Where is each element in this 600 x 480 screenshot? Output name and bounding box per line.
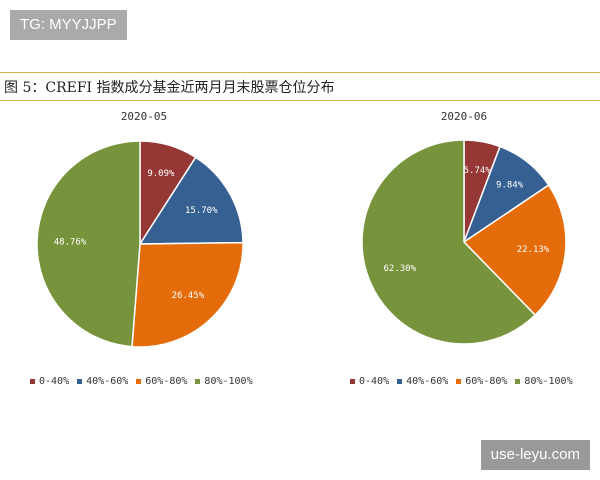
chart-title-2: 2020-06 (440, 110, 488, 123)
legend2-item-0: 0-40% (350, 376, 389, 387)
legend-swatch (350, 378, 355, 384)
pie2-label-1: 9.84% (496, 180, 524, 190)
legend-label: 80%-100% (524, 376, 573, 387)
figure-title: 图 5：CREFI 指数成分基金近两月月末股票仓位分布 (4, 80, 335, 96)
legend2-item-2: 60%-80% (456, 376, 507, 387)
chart-title-1: 2020-05 (120, 110, 168, 123)
title-rule-top (0, 72, 600, 73)
legend-label: 60%-80% (145, 376, 188, 387)
pie1-label-1: 15.70% (185, 206, 218, 216)
legend-swatch (195, 378, 201, 384)
legend-label: 0-40% (359, 376, 390, 387)
pie1-label-0: 9.09% (147, 169, 175, 179)
pie2-label-3: 62.30% (383, 264, 416, 274)
pie1-label-3: 48.76% (54, 237, 87, 247)
legend-swatch (136, 378, 142, 384)
legend-swatch (456, 378, 462, 384)
title-rule-bottom (0, 100, 600, 101)
legend2-item-1: 40%-60% (397, 376, 448, 387)
pie2-slice-3 (361, 139, 537, 345)
watermark-bottom: use-leyu.com (480, 440, 590, 470)
legend2-item-3: 80%-100% (515, 376, 573, 387)
pie1-slice-3 (36, 140, 141, 348)
legend-label: 40%-60% (406, 376, 449, 387)
legend-label: 40%-60% (86, 376, 129, 387)
legend-label: 60%-80% (465, 376, 508, 387)
legend1-item-2: 60%-80% (136, 376, 187, 387)
legend1-item-3: 80%-100% (195, 376, 253, 387)
legend-label: 80%-100% (204, 376, 253, 387)
legend-swatch (77, 378, 83, 384)
legend-chart-1: 0-40% 40%-60% 60%-80% 80%-100% (30, 376, 261, 392)
pie2-label-2: 22.13% (517, 245, 550, 255)
legend-label: 0-40% (39, 376, 70, 387)
legend1-item-1: 40%-60% (77, 376, 128, 387)
pie2-slice-2 (462, 184, 567, 317)
watermark-top: TG: MYYJJPP (10, 10, 127, 40)
pie1-slice-2 (131, 241, 244, 348)
pie1-slice-1 (138, 156, 244, 245)
legend-chart-2: 0-40% 40%-60% 60%-80% 80%-100% (350, 376, 581, 392)
pie2-label-0: 5.74% (464, 166, 492, 176)
legend-swatch (30, 378, 35, 384)
legend-swatch (397, 378, 403, 384)
legend1-item-0: 0-40% (30, 376, 69, 387)
pie1-label-2: 26.45% (172, 291, 205, 301)
legend-swatch (515, 378, 521, 384)
